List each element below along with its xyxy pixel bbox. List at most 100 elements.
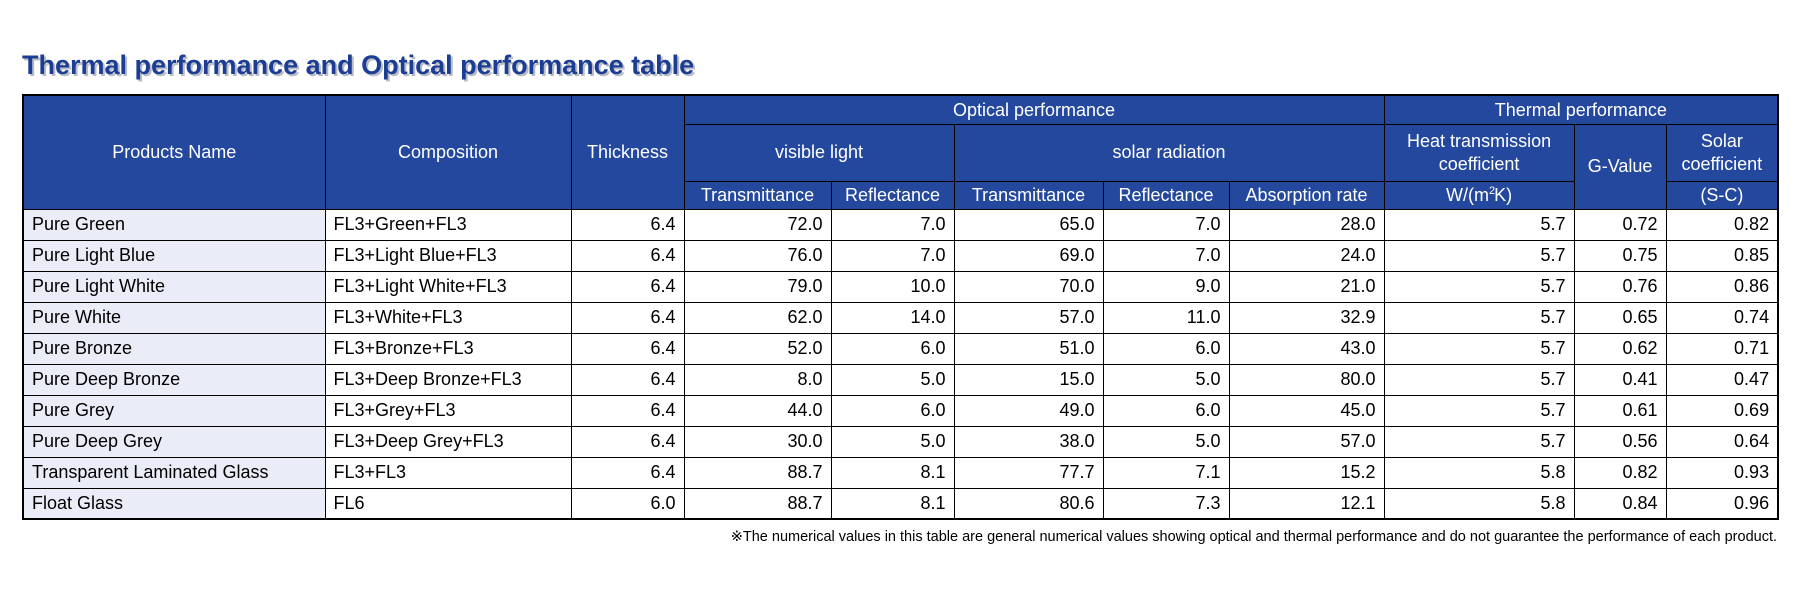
composition-cell: FL3+Deep Grey+FL3 bbox=[324, 425, 572, 458]
g-value-cell: 0.61 bbox=[1573, 394, 1667, 427]
table-row: Pure Bronze FL3+Bronze+FL3 6.4 52.0 6.0 51.0 6… bbox=[22, 332, 1779, 365]
solar-transmittance-cell: 49.0 bbox=[953, 394, 1104, 427]
g-value-cell: 0.84 bbox=[1573, 487, 1667, 520]
product-name-cell: Float Glass bbox=[22, 487, 326, 520]
heat-unit-prefix: W/(m bbox=[1446, 184, 1489, 205]
thickness-cell: 6.4 bbox=[570, 394, 685, 427]
composition-cell: FL3+Grey+FL3 bbox=[324, 394, 572, 427]
visible-reflectance-cell: 14.0 bbox=[830, 301, 955, 334]
solar-reflectance-cell: 7.0 bbox=[1102, 208, 1230, 241]
solar-transmittance-cell: 69.0 bbox=[953, 239, 1104, 272]
solar-reflectance-cell: 6.0 bbox=[1102, 394, 1230, 427]
product-name-cell: Pure Deep Bronze bbox=[22, 363, 326, 396]
solar-transmittance-cell: 15.0 bbox=[953, 363, 1104, 396]
heat-transmission-cell: 5.7 bbox=[1383, 239, 1575, 272]
composition-cell: FL3+Deep Bronze+FL3 bbox=[324, 363, 572, 396]
product-name-cell: Pure Deep Grey bbox=[22, 425, 326, 458]
performance-table: Products Name Composition Thickness Opti… bbox=[22, 94, 1780, 520]
table-row: Pure Deep Grey FL3+Deep Grey+FL3 6.4 30.0 5.… bbox=[22, 425, 1779, 458]
table-row: Pure Light Blue FL3+Light Blue+FL3 6.4 76.0… bbox=[22, 239, 1779, 272]
solar-reflectance-cell: 9.0 bbox=[1102, 270, 1230, 303]
header-visible-light: visible light bbox=[683, 123, 955, 182]
table-row: Pure Light White FL3+Light White+FL3 6.4 79… bbox=[22, 270, 1779, 303]
solar-reflectance-cell: 6.0 bbox=[1102, 332, 1230, 365]
solar-transmittance-cell: 80.6 bbox=[953, 487, 1104, 520]
solar-transmittance-cell: 65.0 bbox=[953, 208, 1104, 241]
composition-cell: FL3+FL3 bbox=[324, 456, 572, 489]
visible-transmittance-cell: 52.0 bbox=[683, 332, 832, 365]
composition-cell: FL3+White+FL3 bbox=[324, 301, 572, 334]
product-name-cell: Pure Light Blue bbox=[22, 239, 326, 272]
product-name-cell: Pure Light White bbox=[22, 270, 326, 303]
table-row: Pure Deep Bronze FL3+Deep Bronze+FL3 6.4 8.… bbox=[22, 363, 1779, 396]
solar-coefficient-cell: 0.47 bbox=[1665, 363, 1779, 396]
thickness-cell: 6.4 bbox=[570, 239, 685, 272]
header-absorption-rate: Absorption rate bbox=[1228, 180, 1385, 210]
absorption-rate-cell: 28.0 bbox=[1228, 208, 1385, 241]
g-value-cell: 0.72 bbox=[1573, 208, 1667, 241]
product-name-cell: Pure Green bbox=[22, 208, 326, 241]
header-visible-reflectance: Reflectance bbox=[830, 180, 955, 210]
heat-transmission-cell: 5.7 bbox=[1383, 363, 1575, 396]
table-header: Products Name Composition Thickness Opti… bbox=[22, 94, 1779, 210]
header-optical-performance: Optical performance bbox=[683, 94, 1385, 125]
solar-coefficient-cell: 0.69 bbox=[1665, 394, 1779, 427]
visible-transmittance-cell: 62.0 bbox=[683, 301, 832, 334]
heat-transmission-cell: 5.8 bbox=[1383, 487, 1575, 520]
solar-coefficient-cell: 0.93 bbox=[1665, 456, 1779, 489]
table-row: Pure Green FL3+Green+FL3 6.4 72.0 7.0 65.0 7.0… bbox=[22, 208, 1779, 241]
table-row: Pure Grey FL3+Grey+FL3 6.4 44.0 6.0 49.0 6.0 45… bbox=[22, 394, 1779, 427]
heat-transmission-cell: 5.8 bbox=[1383, 456, 1575, 489]
solar-transmittance-cell: 57.0 bbox=[953, 301, 1104, 334]
thickness-cell: 6.0 bbox=[570, 487, 685, 520]
solar-coefficient-cell: 0.86 bbox=[1665, 270, 1779, 303]
solar-reflectance-cell: 11.0 bbox=[1102, 301, 1230, 334]
header-thickness: Thickness bbox=[570, 94, 685, 210]
solar-transmittance-cell: 70.0 bbox=[953, 270, 1104, 303]
thickness-cell: 6.4 bbox=[570, 456, 685, 489]
product-name-cell: Pure Bronze bbox=[22, 332, 326, 365]
heat-transmission-cell: 5.7 bbox=[1383, 425, 1575, 458]
thickness-cell: 6.4 bbox=[570, 270, 685, 303]
solar-reflectance-cell: 5.0 bbox=[1102, 363, 1230, 396]
solar-transmittance-cell: 77.7 bbox=[953, 456, 1104, 489]
visible-transmittance-cell: 76.0 bbox=[683, 239, 832, 272]
visible-reflectance-cell: 10.0 bbox=[830, 270, 955, 303]
g-value-cell: 0.41 bbox=[1573, 363, 1667, 396]
composition-cell: FL3+Light White+FL3 bbox=[324, 270, 572, 303]
header-composition: Composition bbox=[324, 94, 572, 210]
table-row: Pure White FL3+White+FL3 6.4 62.0 14.0 57.0 11… bbox=[22, 301, 1779, 334]
visible-transmittance-cell: 79.0 bbox=[683, 270, 832, 303]
header-solar-radiation: solar radiation bbox=[953, 123, 1385, 182]
visible-transmittance-cell: 44.0 bbox=[683, 394, 832, 427]
product-name-cell: Pure Grey bbox=[22, 394, 326, 427]
visible-reflectance-cell: 8.1 bbox=[830, 487, 955, 520]
page: Thermal performance and Optical performa… bbox=[22, 50, 1780, 545]
product-name-cell: Transparent Laminated Glass bbox=[22, 456, 326, 489]
solar-coefficient-cell: 0.85 bbox=[1665, 239, 1779, 272]
thickness-cell: 6.4 bbox=[570, 332, 685, 365]
g-value-cell: 0.56 bbox=[1573, 425, 1667, 458]
header-heat-transmission-unit: W/(m2K) bbox=[1383, 180, 1575, 210]
solar-reflectance-cell: 7.1 bbox=[1102, 456, 1230, 489]
table-body: Pure Green FL3+Green+FL3 6.4 72.0 7.0 65.0 7.0… bbox=[22, 208, 1779, 520]
visible-transmittance-cell: 72.0 bbox=[683, 208, 832, 241]
absorption-rate-cell: 24.0 bbox=[1228, 239, 1385, 272]
header-g-value: G-Value bbox=[1573, 123, 1667, 210]
visible-reflectance-cell: 8.1 bbox=[830, 456, 955, 489]
absorption-rate-cell: 57.0 bbox=[1228, 425, 1385, 458]
absorption-rate-cell: 43.0 bbox=[1228, 332, 1385, 365]
header-thermal-performance: Thermal performance bbox=[1383, 94, 1779, 125]
header-solar-reflectance: Reflectance bbox=[1102, 180, 1230, 210]
solar-coefficient-cell: 0.71 bbox=[1665, 332, 1779, 365]
header-visible-transmittance: Transmittance bbox=[683, 180, 832, 210]
absorption-rate-cell: 12.1 bbox=[1228, 487, 1385, 520]
thickness-cell: 6.4 bbox=[570, 208, 685, 241]
footnote: ※The numerical values in this table are … bbox=[730, 529, 1777, 545]
solar-coefficient-cell: 0.74 bbox=[1665, 301, 1779, 334]
composition-cell: FL3+Light Blue+FL3 bbox=[324, 239, 572, 272]
absorption-rate-cell: 32.9 bbox=[1228, 301, 1385, 334]
solar-transmittance-cell: 51.0 bbox=[953, 332, 1104, 365]
heat-transmission-cell: 5.7 bbox=[1383, 332, 1575, 365]
g-value-cell: 0.75 bbox=[1573, 239, 1667, 272]
